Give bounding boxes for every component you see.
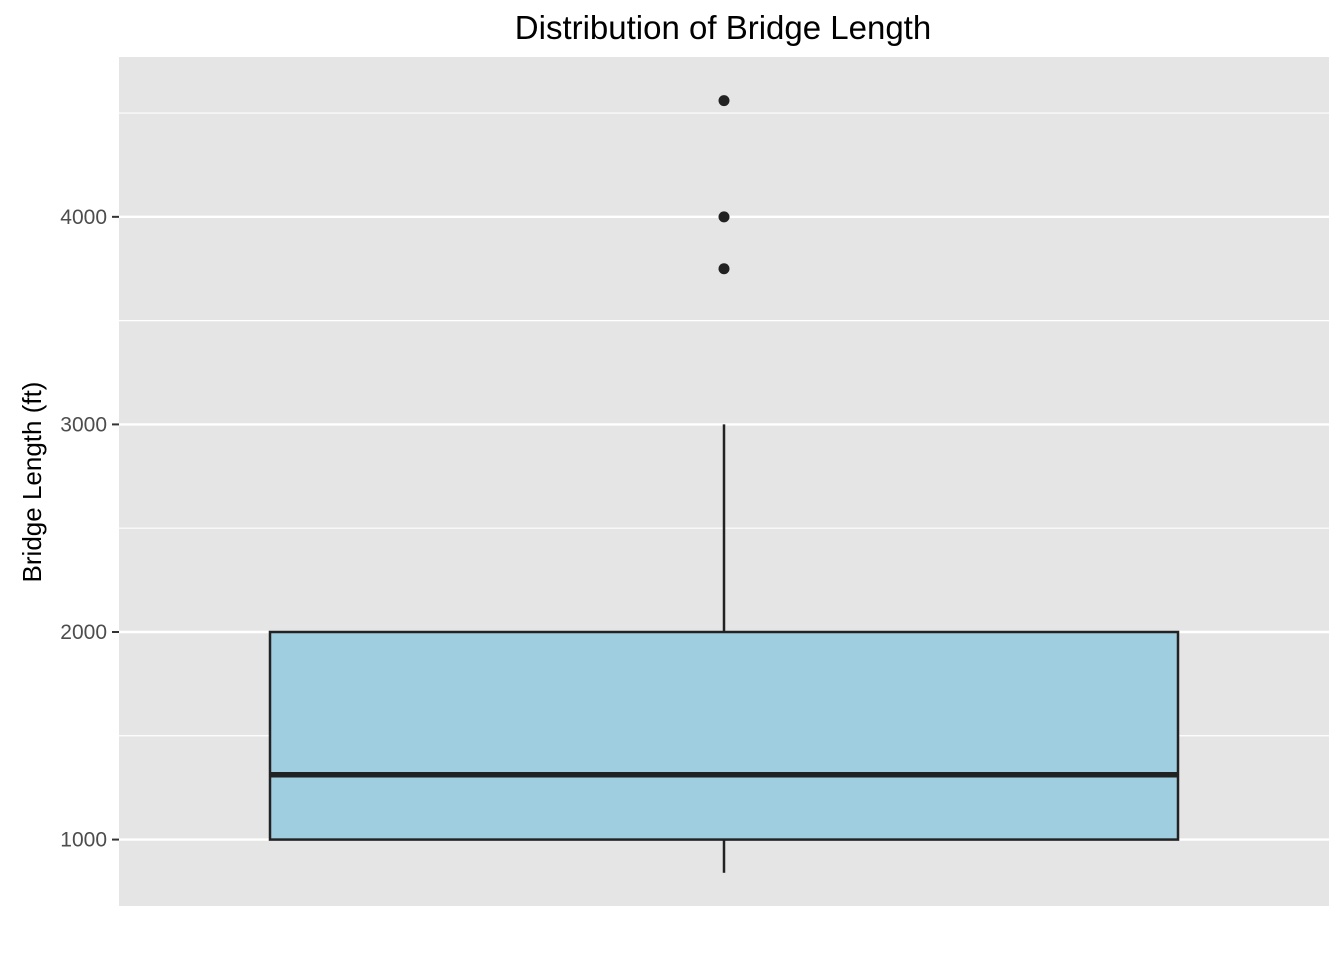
- box-plot: [268, 95, 1180, 873]
- y-axis: 1000 2000 3000 4000: [60, 206, 119, 852]
- y-axis-label: Bridge Length (ft): [17, 382, 47, 583]
- interquartile-box: [268, 630, 1180, 841]
- outlier-point: [718, 211, 730, 223]
- outlier-point: [718, 95, 730, 107]
- y-tick-label: 3000: [60, 413, 107, 436]
- chart-title: Distribution of Bridge Length: [515, 9, 931, 46]
- y-tick-label: 4000: [60, 206, 107, 229]
- outlier-point: [718, 263, 730, 275]
- y-tick-label: 1000: [60, 829, 107, 852]
- y-tick-label: 2000: [60, 621, 107, 644]
